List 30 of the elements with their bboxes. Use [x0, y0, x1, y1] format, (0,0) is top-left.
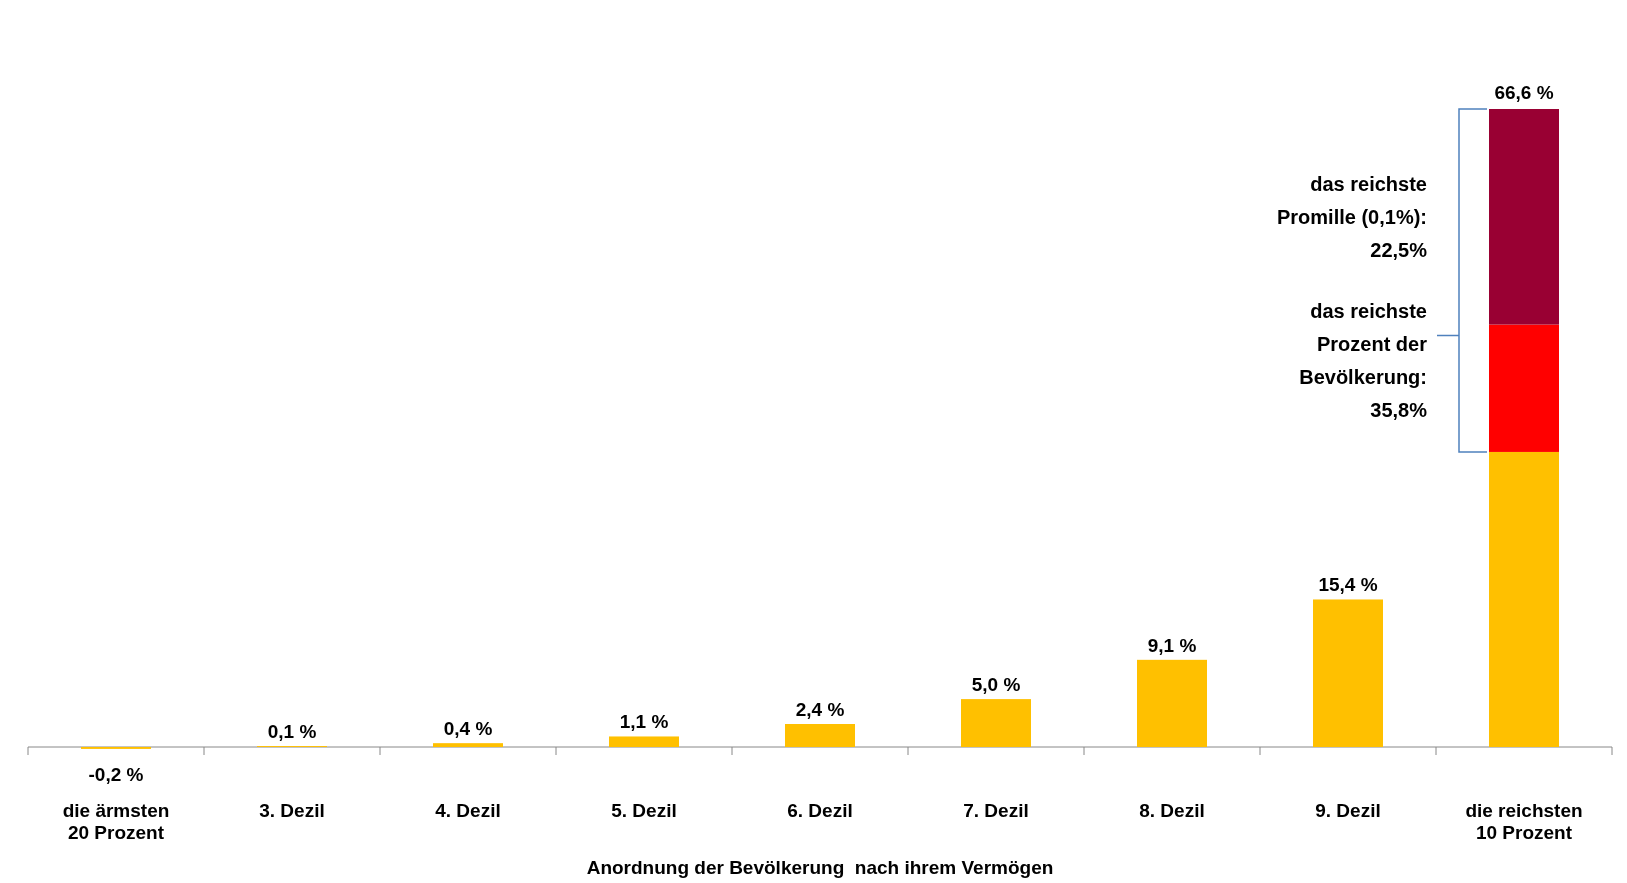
- bar: [785, 724, 855, 747]
- x-tick-label: 7. Dezil: [963, 800, 1029, 821]
- data-label: 2,4 %: [795, 699, 845, 721]
- bar: [1313, 599, 1383, 747]
- bar: [961, 699, 1031, 747]
- x-tick-label: 3. Dezil: [259, 800, 325, 821]
- bar: [1137, 659, 1207, 747]
- bar: [433, 743, 503, 747]
- total-label: 66,6 %: [1494, 82, 1554, 103]
- x-tick-label: 8. Dezil: [1139, 800, 1205, 821]
- x-tick-label: die ärmsten 20 Prozent: [62, 800, 170, 843]
- x-tick-label: die reichsten 10 Prozent: [1465, 800, 1583, 843]
- bar: [609, 736, 679, 747]
- annotation: das reichste Prozent der Bevölkerung: 35,8%: [1299, 299, 1428, 421]
- data-label: 1,1 %: [619, 711, 669, 733]
- annotation: das reichste Promille (0,1%): 22,5%: [1276, 172, 1428, 261]
- data-label: 0,4 %: [443, 718, 493, 740]
- data-label: 9,1 %: [1147, 634, 1197, 656]
- data-label: 0,1 %: [267, 721, 317, 743]
- bar: [1489, 109, 1559, 325]
- data-label: 5,0 %: [971, 674, 1021, 696]
- bar: [1489, 324, 1559, 452]
- data-label: -0,2 %: [88, 764, 144, 785]
- x-tick-label: 9. Dezil: [1315, 800, 1381, 821]
- x-tick-label: 4. Dezil: [435, 800, 501, 821]
- data-label: 15,4 %: [1318, 574, 1378, 596]
- x-axis-title: Anordnung der Bevölkerung nach ihrem Vermögen: [586, 857, 1054, 878]
- bar: [1489, 451, 1559, 747]
- x-tick-label: 5. Dezil: [611, 800, 677, 821]
- x-tick-label: 6. Dezil: [787, 800, 853, 821]
